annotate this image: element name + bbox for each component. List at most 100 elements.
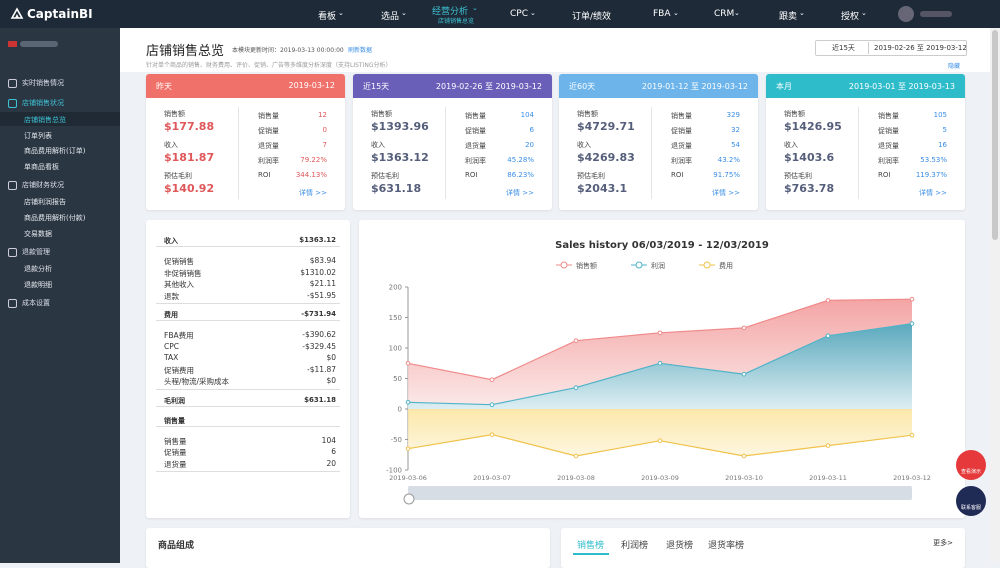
menu-item[interactable]: 交易数据 xyxy=(24,229,52,238)
rank-tab[interactable]: 利润榜 xyxy=(621,541,649,551)
scrollbar xyxy=(990,28,1000,563)
nav-caret: ⌄ xyxy=(673,9,679,17)
card-header: 本月 2019-03-01 至 2019-03-13 xyxy=(766,74,965,98)
menu-icon xyxy=(8,299,17,309)
row-value: $0 xyxy=(326,353,336,362)
point xyxy=(909,432,915,438)
nav-item[interactable]: 经营分析 xyxy=(432,7,469,17)
x-tick-label: 2019-03-10 xyxy=(725,474,763,482)
menu-item[interactable]: 商品费用解析(付款) xyxy=(24,214,86,222)
metric-label: 销售额 xyxy=(577,110,598,118)
legend-label: 销售额 xyxy=(576,261,597,270)
menu-item[interactable]: 店铺利润报告 xyxy=(24,198,66,207)
menu-item[interactable]: 退款明细 xyxy=(24,280,52,289)
point xyxy=(489,377,495,383)
menu-active-bg xyxy=(0,112,120,126)
menu-group[interactable]: 退款管理 xyxy=(22,248,50,257)
page-title: 店铺销售总览 xyxy=(146,44,225,59)
section-value: $631.18 xyxy=(304,395,336,404)
card-period[interactable]: 本月 xyxy=(776,82,792,91)
more-link[interactable]: 更多> xyxy=(933,539,953,547)
nav-item[interactable]: CRM xyxy=(714,9,735,19)
nav-item[interactable]: FBA xyxy=(653,9,671,19)
nav-caret: ⌄ xyxy=(472,4,478,12)
y-tick-label: -100 xyxy=(386,467,402,475)
summary-card: 本月 2019-03-01 至 2019-03-13 销售额 $1426.95 收入 $1… xyxy=(766,74,965,210)
y-tick-label: 0 xyxy=(398,406,402,414)
card-period[interactable]: 近60天 xyxy=(569,82,596,91)
demo-button[interactable]: 查看演示 xyxy=(956,450,986,480)
section-label: 收入 xyxy=(164,237,178,245)
nav-item[interactable]: 订单/绩效 xyxy=(572,12,612,22)
menu-item[interactable]: 商品费用解析(订单) xyxy=(24,147,86,156)
zoom-handle[interactable] xyxy=(403,493,415,505)
rank-tab[interactable]: 退货榜 xyxy=(666,541,694,551)
card-divider xyxy=(238,107,239,199)
menu-item[interactable]: 订单列表 xyxy=(24,131,52,140)
detail-link[interactable]: 详情 >> xyxy=(506,189,534,197)
refresh-link[interactable]: 刷新数据 xyxy=(348,47,373,54)
legend-label: 利润 xyxy=(651,261,665,270)
point xyxy=(405,446,411,451)
y-tick-label: 200 xyxy=(389,284,402,292)
metric-label: 预估毛利 xyxy=(371,172,399,180)
section-divider xyxy=(156,388,340,390)
nav-subitem[interactable]: 店铺销售总览 xyxy=(438,18,475,25)
stat-label: 促销量 xyxy=(258,127,279,135)
hide-link[interactable]: 隐藏 xyxy=(948,63,961,70)
menu-group[interactable]: 店铺销售状况 xyxy=(22,99,64,107)
x-tick-label: 2019-03-11 xyxy=(809,474,847,482)
row-value: 6 xyxy=(331,447,336,456)
menu-group[interactable]: 实时销售情况 xyxy=(22,79,64,87)
stat-label: 促销量 xyxy=(878,127,899,135)
card-period[interactable]: 昨天 xyxy=(156,82,172,91)
card-header: 近60天 2019-01-12 至 2019-03-12 xyxy=(559,74,758,98)
nav-item[interactable]: 看板 xyxy=(318,12,337,22)
detail-link[interactable]: 详情 >> xyxy=(712,189,740,197)
menu-icon xyxy=(8,181,17,191)
section-divider xyxy=(156,405,340,407)
menu-item[interactable]: 退款分析 xyxy=(24,265,52,274)
section-value: $1363.12 xyxy=(299,236,336,244)
rank-tab[interactable]: 销售榜 xyxy=(577,541,605,551)
menu-item[interactable]: 单商品看板 xyxy=(24,162,59,171)
stat-value: 5 xyxy=(942,126,947,134)
stat-label: 退货量 xyxy=(465,142,486,150)
menu-group[interactable]: 成本设置 xyxy=(22,299,50,308)
row-label: TAX xyxy=(164,353,179,362)
card-period[interactable]: 近15天 xyxy=(363,82,390,91)
point xyxy=(573,385,579,390)
stat-label: 利润率 xyxy=(465,157,486,165)
detail-link[interactable]: 详情 >> xyxy=(299,189,327,197)
card-date: 2019-03-01 至 2019-03-13 xyxy=(848,82,955,91)
metric-value: $4269.83 xyxy=(577,151,635,164)
stat-value: 54 xyxy=(731,141,740,149)
service-button[interactable]: 联系客服 xyxy=(956,486,986,516)
summary-panel: 收入 $1363.12 促销销售 $83.94 非促销销售 $1310.02 其他收入 $21… xyxy=(146,220,350,518)
nav-item[interactable]: 选品 xyxy=(381,12,400,22)
detail-link[interactable]: 详情 >> xyxy=(919,189,947,197)
menu-group[interactable]: 店铺财务状况 xyxy=(22,181,64,190)
section-divider xyxy=(156,320,340,321)
legend-symbol xyxy=(635,261,643,269)
nav-item[interactable]: CPC xyxy=(510,9,528,19)
row-label: 促销量 xyxy=(164,448,187,457)
stat-label: ROI xyxy=(258,171,271,179)
menu-item[interactable]: 店铺销售总览 xyxy=(24,116,66,124)
nav-item[interactable]: 跟卖 xyxy=(779,12,798,22)
sidebar: 实时销售情况 店铺销售状况 店铺销售总览 订单列表商品费用解析(订单) 单商品看板店铺财… xyxy=(0,28,120,563)
metric-value: $177.88 xyxy=(164,120,215,133)
rank-tab[interactable]: 退货率榜 xyxy=(708,541,745,551)
nav-caret: ⌄ xyxy=(592,9,598,17)
nav-caret: ⌄ xyxy=(338,9,344,17)
stat-label: 退货量 xyxy=(258,142,279,150)
range-select[interactable]: 近15天 xyxy=(832,44,855,52)
point xyxy=(405,360,411,366)
point xyxy=(741,325,747,331)
point xyxy=(489,402,495,408)
date-picker[interactable]: 近15天 2019-02-26 至 2019-03-12 xyxy=(815,40,967,56)
nav-item[interactable]: 授权 xyxy=(841,12,860,22)
metric-value: $2043.1 xyxy=(577,182,628,195)
stat-value: 45.28% xyxy=(507,156,534,164)
